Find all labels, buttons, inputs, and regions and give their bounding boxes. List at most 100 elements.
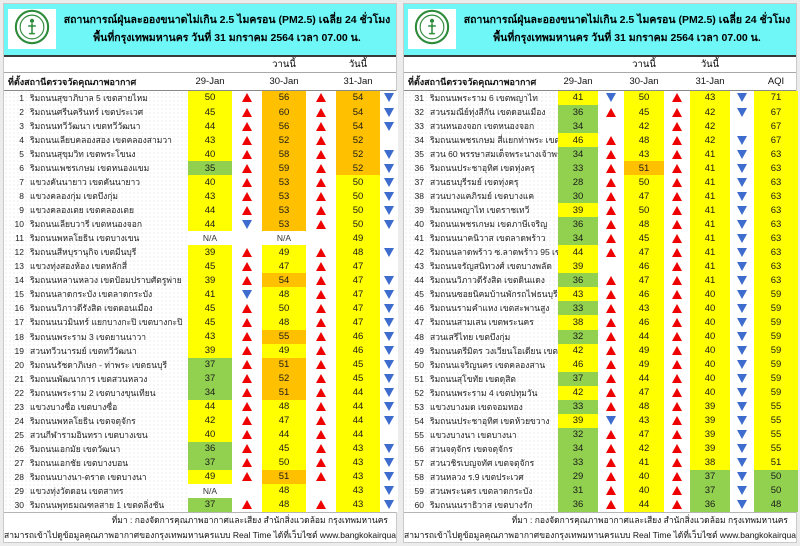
station-column-header: ที่ตั้งสถานีตรวจวัดคุณภาพอากาศ — [408, 76, 537, 87]
down-arrow-icon — [730, 371, 754, 386]
pm25-value: 50 — [336, 203, 380, 218]
table-row: 47 ริมถนนสามเสน เขตพระนคร 38 46 40 59 — [404, 315, 798, 330]
table-row: 17 ริมถนนนวมินทร์ แยกบางกะปิ เขตบางกะปิ 45… — [4, 315, 398, 330]
pm25-value: 44 — [624, 371, 664, 386]
up-arrow-icon — [306, 427, 336, 442]
trend-up-icon — [672, 430, 682, 440]
up-arrow-icon — [664, 273, 690, 288]
station-name: ริมถนนเพชรเกษม สี่แยกท่าพระ เขตบางกอกใหญ… — [430, 135, 558, 146]
pm25-value: 37 — [188, 371, 232, 386]
trend-up-icon — [316, 177, 326, 187]
trend-up-icon — [316, 289, 326, 299]
trend-up-icon — [672, 303, 682, 313]
aqi-value: 50 — [754, 483, 798, 498]
station-name: ริมถนนสามเสน เขตพระนคร — [430, 317, 534, 328]
up-arrow-icon — [598, 175, 624, 190]
up-arrow-icon — [232, 273, 262, 288]
date-column-header: 31-Jan — [695, 76, 725, 88]
trend-up-icon — [316, 261, 326, 271]
pm25-value: 50 — [624, 175, 664, 190]
pm25-value: 50 — [188, 90, 232, 105]
station-name: ริมถนนศรีนครินทร์ เขตประเวศ — [30, 107, 144, 118]
table-row: 6 ริมถนนเพชรเกษม เขตหนองแขม 35 59 52 — [4, 161, 398, 176]
trend-up-icon — [672, 163, 682, 173]
panel-right: สถานการณ์ฝุ่นละอองขนาดไม่เกิน 2.5 ไมครอน… — [403, 3, 798, 543]
up-arrow-icon — [306, 203, 336, 218]
down-arrow-icon — [380, 90, 398, 105]
down-arrow-icon — [730, 455, 754, 470]
up-arrow-icon — [598, 357, 624, 372]
table-row: 55 แขวงบางนา เขตบางนา 32 47 39 55 — [404, 427, 798, 442]
up-arrow-icon — [306, 343, 336, 358]
station-name: ริมถนนเพชรเกษม เขตภาษีเจริญ — [430, 219, 548, 230]
pm25-value: 43 — [336, 455, 380, 470]
station-number: 37 — [414, 177, 424, 188]
trend-up-icon — [672, 275, 682, 285]
station-name: ริมถนนสีหบุรานุกิจ เขตมีนบุรี — [30, 247, 137, 258]
pm25-value: 43 — [336, 469, 380, 484]
trend-up-icon — [242, 332, 252, 342]
trend-up-icon — [316, 332, 326, 342]
down-arrow-icon — [598, 90, 624, 105]
up-arrow-icon — [598, 497, 624, 512]
column-header-row: ที่ตั้งสถานีตรวจวัดคุณภาพอากาศ 29-Jan 30… — [4, 72, 396, 91]
trend-down-icon — [737, 289, 747, 299]
pm25-value: 37 — [690, 483, 730, 498]
table-row: 12 ริมถนนสีหบุรานุกิจ เขตมีนบุรี 39 49 48 — [4, 245, 398, 260]
arrow-placeholder — [380, 231, 398, 246]
trend-down-icon — [737, 486, 747, 496]
trend-up-icon — [672, 177, 682, 187]
pm25-value: 46 — [624, 287, 664, 302]
arrow-placeholder — [380, 133, 398, 148]
up-arrow-icon — [306, 175, 336, 190]
pm25-value: 44 — [188, 119, 232, 134]
trend-up-icon — [316, 317, 326, 327]
date-column-header: 29-Jan — [195, 76, 225, 88]
table-row: 60 ริมถนนนราธิวาส เขตบางรัก 36 44 36 48 — [404, 497, 798, 512]
pm25-value: 49 — [624, 343, 664, 358]
pm25-value: 36 — [558, 497, 598, 512]
up-arrow-icon — [664, 175, 690, 190]
station-name: แขวงบางมด เขตจอมทอง — [430, 401, 523, 412]
station-name: สวนจตุจักร เขตจตุจักร — [430, 443, 513, 454]
trend-down-icon — [737, 472, 747, 482]
up-arrow-icon — [232, 147, 262, 162]
down-arrow-icon — [380, 441, 398, 456]
trend-down-icon — [384, 275, 394, 285]
station-number: 27 — [14, 457, 24, 468]
pm25-value: 39 — [188, 273, 232, 288]
pm25-value: 39 — [188, 245, 232, 260]
pm25-value: 43 — [336, 497, 380, 512]
pm25-value: 50 — [262, 301, 306, 316]
station-number: 20 — [14, 359, 24, 370]
station-name: แขวงทุ่งสองห้อง เขตหลักสี่ — [30, 261, 128, 272]
station-number: 58 — [414, 471, 424, 482]
up-arrow-icon — [598, 483, 624, 498]
station-name: ริมถนนจรัญสนิทวงศ์ เขตบางพลัด — [430, 261, 552, 272]
up-arrow-icon — [598, 147, 624, 162]
up-arrow-icon — [232, 315, 262, 330]
table-row: 40 ริมถนนเพชรเกษม เขตภาษีเจริญ 36 48 41 63 — [404, 217, 798, 232]
aqi-value: 59 — [754, 357, 798, 372]
table-row: 54 ริมถนนประชาอุทิศ เขตห้วยขวาง 39 43 39 55 — [404, 413, 798, 428]
station-number: 44 — [414, 275, 424, 286]
pm25-value: 39 — [558, 413, 598, 428]
station-number: 15 — [14, 289, 24, 300]
trend-up-icon — [672, 135, 682, 145]
station-name: ริมถนนนาคนิวาส เขตลาดพร้าว — [430, 233, 546, 244]
pm25-value: 48 — [262, 483, 306, 498]
station-name: สวนธนบุรีรมย์ เขตทุ่งครุ — [430, 177, 519, 188]
up-arrow-icon — [232, 90, 262, 105]
up-arrow-icon — [598, 105, 624, 120]
up-arrow-icon — [306, 273, 336, 288]
table-row: 3 ริมถนนทวีวัฒนา เขตทวีวัฒนา 44 56 54 — [4, 119, 398, 134]
trend-down-icon — [384, 163, 394, 173]
pm25-value: 49 — [262, 343, 306, 358]
trend-down-icon — [606, 93, 616, 103]
station-name: ริมถนนตรีมิตร วงเวียนโอเดียน เขตสัมพันธว… — [430, 345, 558, 356]
up-arrow-icon — [232, 105, 262, 120]
station-number: 48 — [414, 331, 424, 342]
up-arrow-icon — [232, 343, 262, 358]
panel-footer: ที่มา : กองจัดการคุณภาพอากาศและเสียง สำน… — [404, 513, 796, 542]
pm25-value: 44 — [624, 329, 664, 344]
